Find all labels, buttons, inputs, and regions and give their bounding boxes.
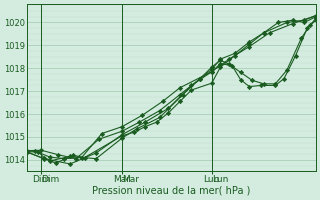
Text: Mar: Mar [122,175,139,184]
Text: Dim: Dim [41,175,60,184]
X-axis label: Pression niveau de la mer( hPa ): Pression niveau de la mer( hPa ) [92,186,251,196]
Text: Lun: Lun [212,175,228,184]
